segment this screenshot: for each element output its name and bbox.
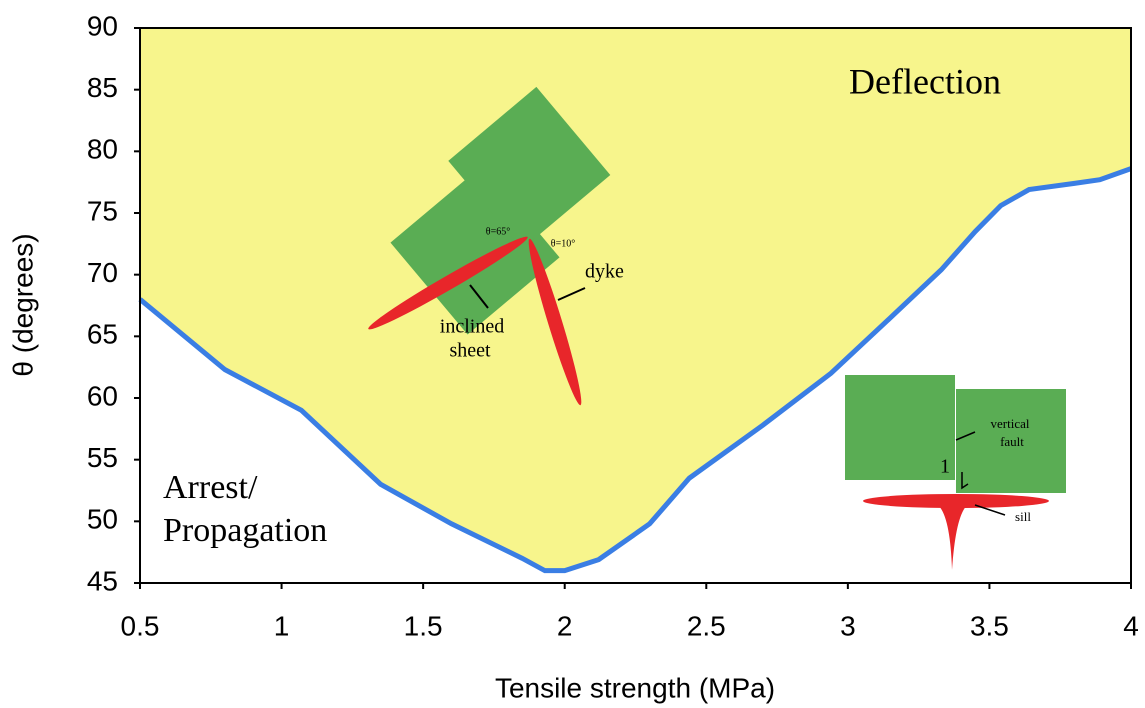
y-tick-label: 55 bbox=[87, 442, 118, 473]
annotation: dyke bbox=[585, 261, 624, 283]
annotation: 1 bbox=[940, 456, 950, 478]
y-tick-label: 45 bbox=[87, 565, 118, 596]
block bbox=[845, 375, 955, 480]
annotation: vertical bbox=[991, 416, 1030, 431]
x-tick-label: 2.5 bbox=[687, 610, 726, 641]
x-tick-label: 2 bbox=[557, 610, 573, 641]
annotation: θ=10° bbox=[551, 238, 575, 249]
annotation: sill bbox=[1015, 509, 1031, 524]
y-tick-label: 65 bbox=[87, 319, 118, 350]
chart: θ (degrees) Tensile strength (MPa) 45 50 5… bbox=[0, 0, 1145, 708]
x-tick-label: 1.5 bbox=[404, 610, 443, 641]
annotation: θ=65° bbox=[486, 226, 510, 237]
y-tick-label: 70 bbox=[87, 257, 118, 288]
x-tick-label: 0.5 bbox=[121, 610, 160, 641]
annotation: Propagation bbox=[163, 512, 327, 549]
x-tick-label: 4 bbox=[1123, 610, 1139, 641]
y-tick-label: 80 bbox=[87, 134, 118, 165]
x-axis-label: Tensile strength (MPa) bbox=[495, 672, 775, 703]
x-tick-label: 3 bbox=[840, 610, 856, 641]
annotation: fault bbox=[1000, 434, 1024, 449]
y-tick-label: 75 bbox=[87, 195, 118, 226]
y-tick-label: 50 bbox=[87, 504, 118, 535]
x-tick-label: 3.5 bbox=[970, 610, 1009, 641]
annotation: Deflection bbox=[849, 61, 1001, 101]
annotation: inclined bbox=[440, 316, 504, 338]
annotation: Arrest/ bbox=[163, 469, 258, 506]
annotation: sheet bbox=[449, 340, 491, 362]
y-tick-label: 60 bbox=[87, 380, 118, 411]
y-tick-label: 85 bbox=[87, 72, 118, 103]
y-axis-label: θ (degrees) bbox=[7, 233, 38, 376]
x-tick-label: 1 bbox=[274, 610, 290, 641]
y-tick-label: 90 bbox=[87, 10, 118, 41]
